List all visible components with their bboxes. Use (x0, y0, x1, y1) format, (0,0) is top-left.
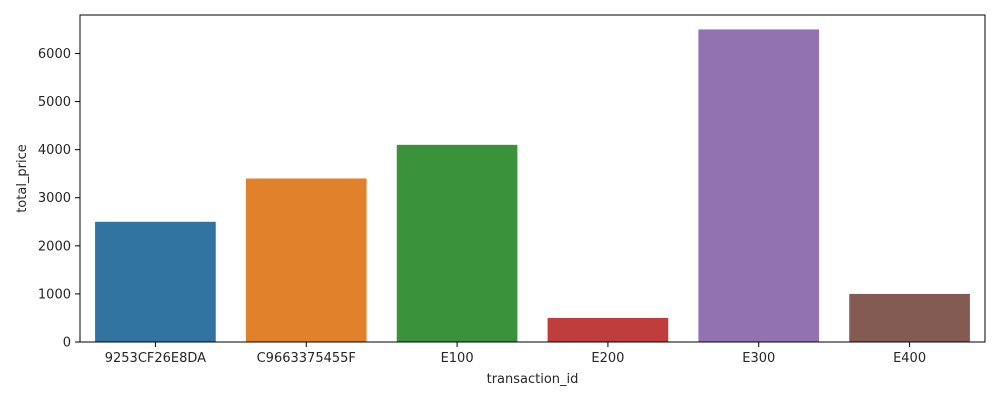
x-tick-label: E200 (591, 351, 624, 366)
bar-C9663375455F (245, 178, 367, 342)
x-tick-label: 9253CF26E8DA (105, 351, 206, 366)
bar-E100 (396, 144, 518, 342)
x-axis-label: transaction_id (487, 372, 579, 387)
y-tick-label: 0 (63, 336, 71, 351)
bar-E400 (849, 293, 970, 342)
y-axis-ticks: 0 1000 2000 3000 4000 5000 6000 (38, 47, 80, 351)
y-tick-label: 3000 (38, 191, 71, 206)
x-tick-label: E100 (441, 351, 474, 366)
plot-frame (79, 14, 986, 343)
bar-E200 (547, 317, 669, 342)
y-tick-label: 5000 (38, 95, 71, 110)
y-tick-label: 2000 (38, 239, 71, 254)
x-axis-ticks: 9253CF26E8DA C9663375455F E100 E200 E300 E400 (105, 342, 926, 366)
x-tick-label: E400 (893, 351, 926, 366)
bar-E300 (698, 29, 820, 342)
y-tick-label: 1000 (38, 287, 71, 302)
bar-9253CF26E8DA (95, 221, 216, 342)
x-tick-label: E300 (742, 351, 775, 366)
bars-group (95, 29, 970, 342)
x-tick-label: C9663375455F (257, 351, 356, 366)
y-tick-label: 4000 (38, 143, 71, 158)
y-axis-label: total_price (15, 144, 30, 213)
y-tick-label: 6000 (38, 47, 71, 62)
